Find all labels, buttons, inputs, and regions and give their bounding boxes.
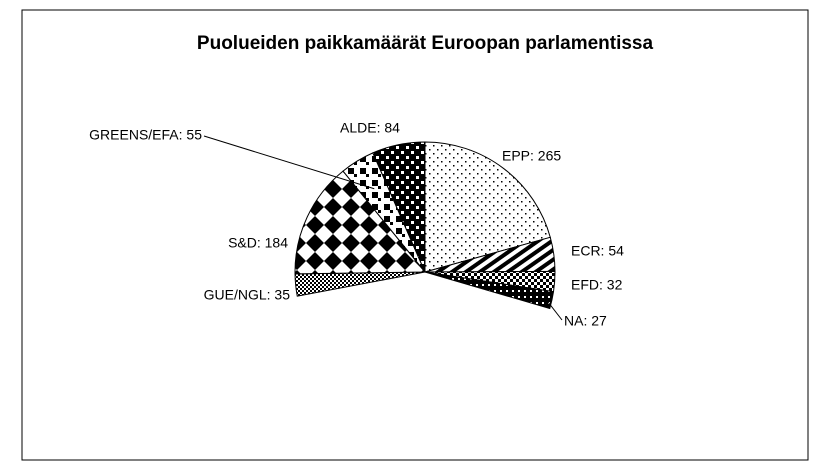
leader-line	[203, 135, 375, 190]
data-label: GUE/NGL: 35	[204, 287, 291, 303]
data-label: EPP: 265	[502, 148, 561, 164]
pie-slice	[424, 141, 551, 273]
leader-line	[545, 298, 563, 321]
pie-slice	[424, 271, 555, 310]
data-label: GREENS/EFA: 55	[89, 127, 202, 143]
data-label: ALDE: 84	[340, 120, 400, 136]
pie-slice	[294, 170, 427, 275]
data-label: EFD: 32	[571, 277, 623, 293]
data-label: ECR: 54	[571, 243, 624, 259]
data-label: NA: 27	[564, 313, 607, 329]
pie-slice	[372, 141, 426, 273]
data-label: S&D: 184	[228, 235, 288, 251]
chart-title: Puolueiden paikkamäärät Euroopan parlame…	[197, 33, 654, 54]
